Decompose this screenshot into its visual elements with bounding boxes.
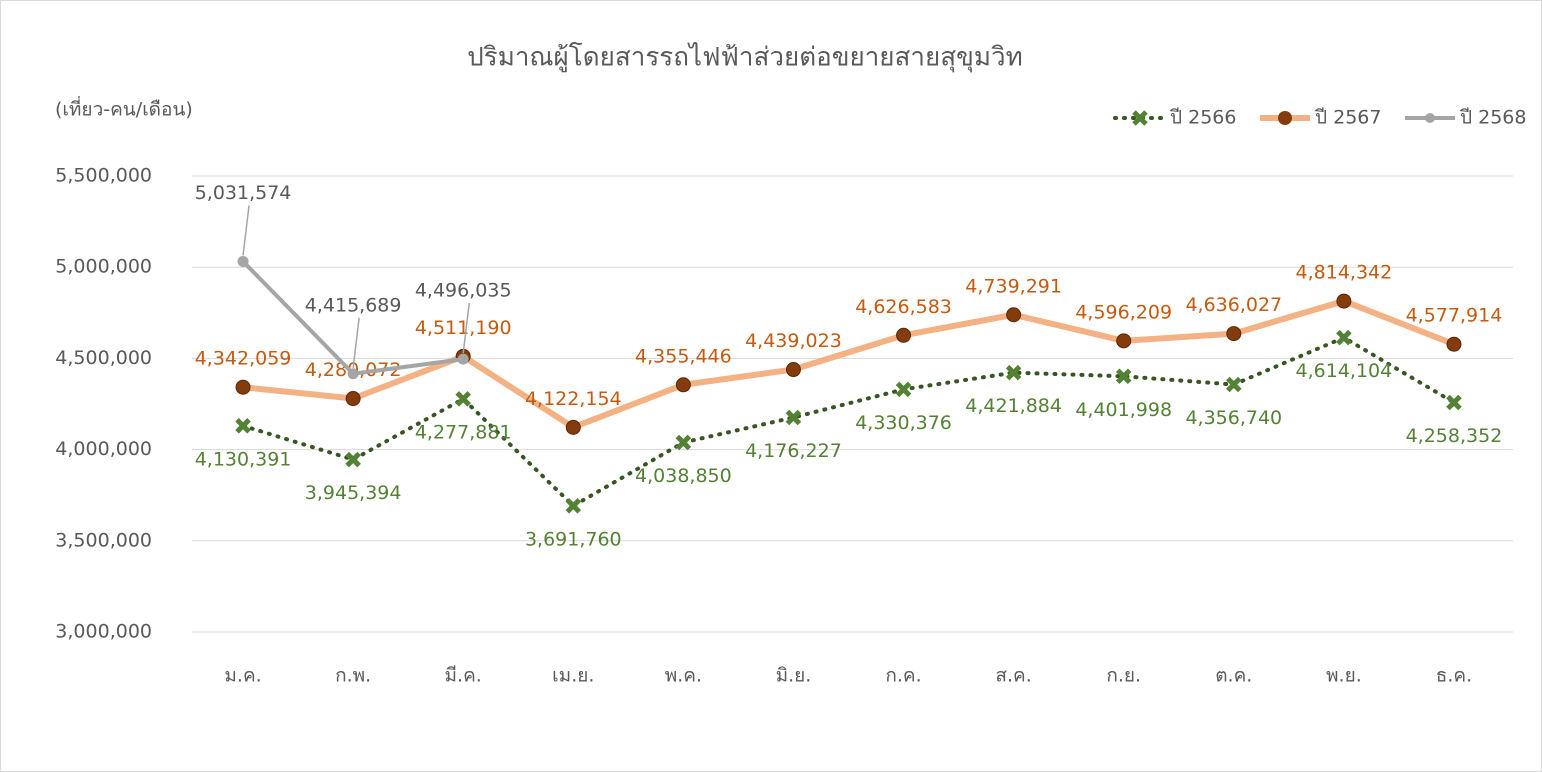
data-label: 4,038,850 [635, 465, 732, 487]
x-tick-label: ธ.ค. [1436, 665, 1472, 687]
point-marker [565, 419, 581, 435]
data-label: 5,031,574 [195, 182, 292, 204]
legend-marker [1278, 111, 1292, 125]
point-marker [1336, 293, 1352, 309]
point-marker [1446, 336, 1462, 352]
x-tick-label: ม.ค. [224, 665, 261, 687]
y-axis-label: (เที่ยว-คน/เดือน) [55, 96, 193, 121]
x-tick-label: ก.ค. [885, 665, 921, 687]
point-marker [675, 377, 691, 393]
point-marker [1336, 329, 1352, 346]
point-marker [1006, 307, 1022, 323]
data-label: 4,636,027 [1185, 294, 1282, 316]
y-tick-label: 3,500,000 [55, 529, 152, 551]
data-label: 4,614,104 [1296, 360, 1393, 382]
x-tick-label: ส.ค. [995, 665, 1031, 687]
x-tick-label: ก.ย. [1106, 665, 1141, 687]
data-label: 4,814,342 [1296, 262, 1393, 284]
legend-label: ปี 2566 [1169, 107, 1236, 129]
point-marker [785, 409, 802, 426]
data-label: 4,401,998 [1075, 399, 1172, 421]
data-label: 3,691,760 [525, 528, 622, 550]
data-label: 4,122,154 [525, 388, 622, 410]
leader-line [242, 205, 250, 256]
legend-marker [1425, 113, 1435, 123]
data-label: 4,739,291 [965, 275, 1062, 297]
data-label: 4,439,023 [745, 330, 842, 352]
point-marker [345, 451, 361, 468]
legend-label: ปี 2568 [1459, 107, 1526, 129]
y-tick-label: 4,500,000 [55, 347, 152, 369]
chart-title: ปริมาณผู้โดยสารรถไฟฟ้าส่วยต่อขยายสายสุขุ… [467, 42, 1023, 73]
point-marker [785, 362, 801, 378]
data-label: 4,130,391 [195, 448, 292, 470]
data-label: 4,421,884 [965, 395, 1062, 417]
data-label: 4,511,190 [415, 317, 512, 339]
point-marker [1115, 368, 1132, 385]
x-tick-label: มิ.ย. [776, 665, 812, 687]
point-marker [895, 381, 912, 398]
legend-marker [1132, 110, 1148, 126]
data-label: 4,258,352 [1406, 425, 1503, 447]
point-marker [345, 391, 361, 407]
data-label: 4,277,881 [415, 421, 512, 443]
point-marker [1446, 394, 1462, 411]
point-marker [1116, 333, 1132, 349]
x-tick-label: เม.ย. [552, 665, 594, 687]
data-label: 4,577,914 [1406, 305, 1503, 327]
data-label: 4,342,059 [195, 348, 292, 370]
data-label: 4,355,446 [635, 345, 732, 367]
series-line [241, 335, 1456, 508]
data-label: 4,330,376 [855, 412, 952, 434]
data-label: 4,415,689 [305, 294, 402, 316]
x-tick-label: ก.พ. [335, 665, 371, 687]
point-marker [1226, 326, 1242, 342]
point-marker [457, 353, 469, 365]
legend-label: ปี 2567 [1314, 107, 1381, 129]
point-marker [347, 368, 359, 380]
leader-line [352, 317, 360, 368]
y-tick-label: 5,000,000 [55, 256, 152, 278]
point-marker [1005, 364, 1022, 381]
point-marker [235, 379, 251, 395]
y-tick-label: 3,000,000 [55, 621, 152, 643]
point-marker [235, 418, 251, 434]
data-label: 4,176,227 [745, 440, 842, 462]
data-label: 4,356,740 [1185, 407, 1282, 429]
y-tick-label: 5,500,000 [55, 165, 152, 187]
point-marker [237, 255, 249, 267]
point-marker [1226, 376, 1242, 393]
x-tick-label: มี.ค. [445, 665, 482, 687]
y-tick-label: 4,000,000 [55, 438, 152, 460]
x-tick-label: พ.ค. [665, 665, 702, 687]
data-label: 3,945,394 [305, 482, 402, 504]
x-tick-label: ต.ค. [1215, 665, 1252, 687]
leader-line [462, 303, 470, 354]
point-marker [675, 434, 692, 451]
point-marker [565, 498, 582, 514]
point-marker [455, 391, 471, 407]
x-tick-label: พ.ย. [1326, 665, 1362, 687]
data-label: 4,496,035 [415, 280, 512, 302]
data-label: 4,626,583 [855, 296, 952, 318]
data-label: 4,596,209 [1075, 301, 1172, 323]
point-marker [896, 327, 912, 343]
